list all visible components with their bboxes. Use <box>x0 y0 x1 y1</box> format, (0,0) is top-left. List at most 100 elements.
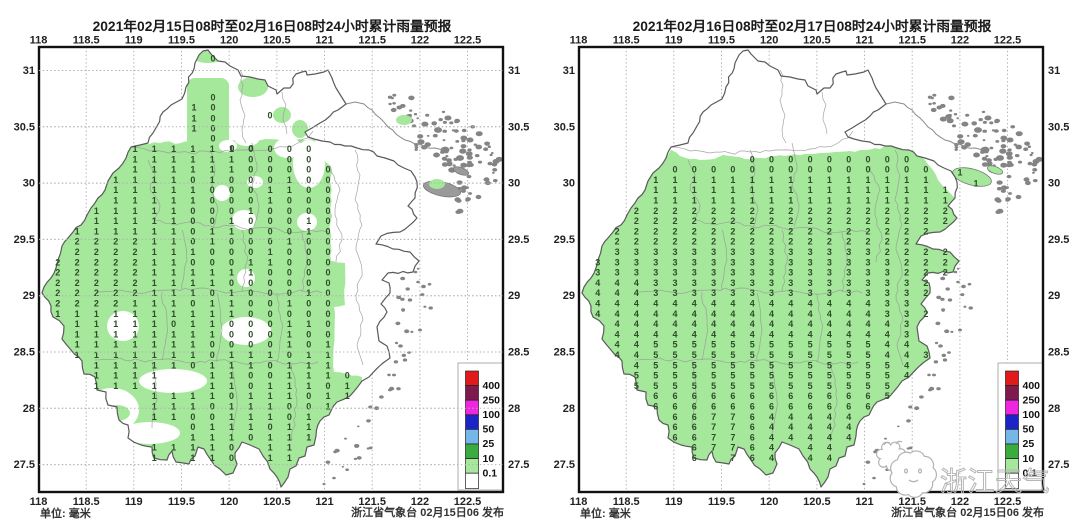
svg-text:3: 3 <box>788 278 793 288</box>
svg-text:4: 4 <box>672 299 677 309</box>
svg-text:1: 1 <box>94 226 99 236</box>
svg-text:1: 1 <box>229 412 234 422</box>
svg-text:1: 1 <box>171 185 176 195</box>
svg-text:2: 2 <box>672 237 677 247</box>
svg-text:3: 3 <box>846 268 851 278</box>
svg-text:5: 5 <box>692 360 697 370</box>
svg-text:2: 2 <box>904 226 909 236</box>
svg-text:2: 2 <box>653 237 658 247</box>
svg-text:0: 0 <box>268 371 273 381</box>
svg-text:1: 1 <box>885 196 890 206</box>
svg-text:1: 1 <box>113 319 118 329</box>
svg-text:1: 1 <box>190 268 195 278</box>
svg-text:0: 0 <box>229 319 234 329</box>
svg-text:121.5: 121.5 <box>898 496 926 508</box>
svg-text:0: 0 <box>190 412 195 422</box>
svg-text:0.1: 0.1 <box>1023 467 1038 479</box>
svg-text:1: 1 <box>132 299 137 309</box>
svg-text:30: 30 <box>1048 178 1060 190</box>
svg-text:0: 0 <box>306 247 311 257</box>
svg-text:4: 4 <box>788 412 793 422</box>
svg-text:0: 0 <box>306 299 311 309</box>
svg-text:1: 1 <box>113 360 118 370</box>
svg-text:4: 4 <box>827 453 832 463</box>
svg-text:25: 25 <box>1023 438 1035 450</box>
svg-text:2: 2 <box>904 237 909 247</box>
svg-text:3: 3 <box>615 257 620 267</box>
svg-text:120.5: 120.5 <box>263 35 291 47</box>
svg-text:3: 3 <box>827 257 832 267</box>
svg-text:31: 31 <box>23 65 35 77</box>
svg-text:6: 6 <box>788 402 793 412</box>
svg-text:0: 0 <box>210 216 215 226</box>
svg-text:2: 2 <box>692 237 697 247</box>
svg-text:30: 30 <box>563 178 575 190</box>
svg-text:28: 28 <box>563 403 575 415</box>
svg-text:1: 1 <box>171 340 176 350</box>
svg-text:4: 4 <box>808 412 813 422</box>
svg-text:0: 0 <box>306 278 311 288</box>
svg-text:2: 2 <box>653 216 658 226</box>
svg-text:3: 3 <box>672 288 677 298</box>
svg-text:2: 2 <box>113 278 118 288</box>
svg-text:119: 119 <box>125 496 143 508</box>
svg-text:5: 5 <box>885 381 890 391</box>
svg-text:28: 28 <box>23 403 35 415</box>
svg-text:0: 0 <box>229 443 234 453</box>
svg-text:2: 2 <box>113 268 118 278</box>
svg-text:118.5: 118.5 <box>73 35 100 47</box>
svg-text:3: 3 <box>885 288 890 298</box>
svg-text:3: 3 <box>672 257 677 267</box>
svg-text:4: 4 <box>808 319 813 329</box>
svg-text:30.5: 30.5 <box>14 121 35 133</box>
svg-text:1: 1 <box>229 268 234 278</box>
svg-text:2: 2 <box>113 299 118 309</box>
svg-text:0: 0 <box>190 257 195 267</box>
svg-text:浙江省气象台 02月15日06 发布: 浙江省气象台 02月15日06 发布 <box>891 505 1044 519</box>
svg-text:1: 1 <box>248 412 253 422</box>
svg-text:118.5: 118.5 <box>73 496 100 508</box>
svg-text:1: 1 <box>132 319 137 329</box>
svg-text:0: 0 <box>210 247 215 257</box>
svg-text:1: 1 <box>306 381 311 391</box>
svg-text:0: 0 <box>268 329 273 339</box>
svg-text:4: 4 <box>750 329 755 339</box>
svg-text:1: 1 <box>846 175 851 185</box>
svg-text:3: 3 <box>653 247 658 257</box>
svg-text:0: 0 <box>287 247 292 257</box>
svg-text:1: 1 <box>55 309 60 319</box>
svg-text:5: 5 <box>711 371 716 381</box>
svg-text:2: 2 <box>904 257 909 267</box>
svg-text:0: 0 <box>306 402 311 412</box>
svg-text:2: 2 <box>750 237 755 247</box>
svg-text:4: 4 <box>769 443 774 453</box>
svg-text:3: 3 <box>595 257 600 267</box>
svg-text:0: 0 <box>248 340 253 350</box>
svg-text:5: 5 <box>808 360 813 370</box>
svg-text:1: 1 <box>287 432 292 442</box>
svg-text:118: 118 <box>570 35 588 47</box>
svg-text:6: 6 <box>692 453 697 463</box>
svg-text:7: 7 <box>711 412 716 422</box>
svg-text:1: 1 <box>287 360 292 370</box>
svg-text:1: 1 <box>171 257 176 267</box>
svg-text:2: 2 <box>94 268 99 278</box>
svg-text:2: 2 <box>75 268 80 278</box>
svg-text:0: 0 <box>229 175 234 185</box>
svg-text:2: 2 <box>692 206 697 216</box>
svg-text:50: 50 <box>1023 424 1035 436</box>
svg-text:6: 6 <box>769 402 774 412</box>
svg-text:4: 4 <box>615 319 620 329</box>
svg-text:0: 0 <box>190 237 195 247</box>
svg-text:浙江省气象台 02月15日06 发布: 浙江省气象台 02月15日06 发布 <box>351 505 504 519</box>
svg-text:1: 1 <box>152 206 157 216</box>
svg-text:3: 3 <box>750 247 755 257</box>
svg-text:0: 0 <box>287 226 292 236</box>
svg-text:5: 5 <box>827 381 832 391</box>
svg-text:119.5: 119.5 <box>168 35 195 47</box>
svg-text:2: 2 <box>711 216 716 226</box>
svg-text:29.5: 29.5 <box>554 234 575 246</box>
svg-text:3: 3 <box>769 278 774 288</box>
svg-text:0: 0 <box>306 329 311 339</box>
svg-text:5: 5 <box>788 350 793 360</box>
